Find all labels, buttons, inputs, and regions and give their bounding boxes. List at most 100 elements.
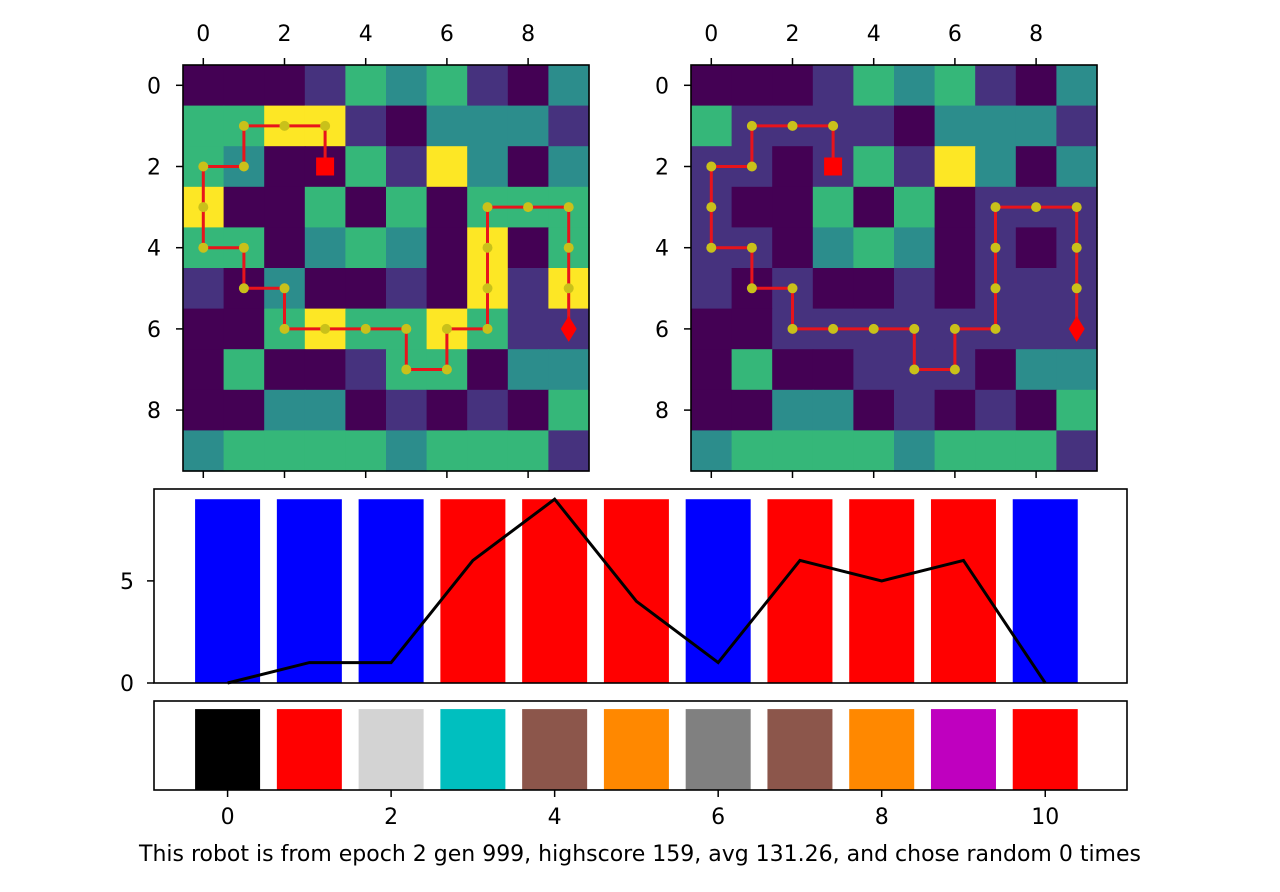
heatmap-cell <box>731 65 773 107</box>
bar <box>440 709 506 790</box>
heatmap-cell <box>223 186 265 228</box>
heatmap-cell <box>386 186 428 228</box>
y-tick-label: 8 <box>147 399 161 424</box>
heatmap-cell <box>1015 430 1057 472</box>
heatmap-cell <box>691 308 733 350</box>
heatmap-cell <box>548 389 590 431</box>
path-point <box>868 323 879 334</box>
path-point <box>746 120 757 131</box>
path-point <box>563 283 574 294</box>
heatmap-cell <box>507 389 549 431</box>
bar <box>358 499 424 683</box>
heatmap-cell <box>853 389 895 431</box>
x-tick-label: 8 <box>1029 22 1043 47</box>
heatmap-cell <box>853 227 895 269</box>
heatmap-cell <box>1015 349 1057 391</box>
heatmap-cell <box>467 349 509 391</box>
heatmap-cell <box>691 105 733 147</box>
end-marker <box>560 315 577 342</box>
path-point <box>320 120 331 131</box>
path-point <box>482 323 493 334</box>
heatmap-cell <box>812 389 854 431</box>
heatmap-cell <box>223 349 265 391</box>
x-tick-label: 2 <box>278 22 292 47</box>
bar <box>522 709 588 790</box>
bar <box>685 499 751 683</box>
path-point <box>1031 202 1042 213</box>
path-point <box>320 323 331 334</box>
heatmap-cell <box>731 430 773 472</box>
heatmap-cell <box>1056 349 1098 391</box>
heatmap-cell <box>304 349 346 391</box>
heatmap-cell <box>691 65 733 107</box>
x-tick-label: 0 <box>221 805 235 830</box>
heatmap-cell <box>731 389 773 431</box>
heatmap-cell <box>548 105 590 147</box>
heatmap-cell <box>853 349 895 391</box>
heatmap-cell <box>183 65 225 107</box>
heatmap-cell <box>264 227 306 269</box>
path-point <box>949 323 960 334</box>
heatmap-cell <box>934 186 976 228</box>
heatmap-cell <box>183 308 225 350</box>
y-tick-label: 0 <box>147 74 161 99</box>
heatmap-cell <box>345 146 387 188</box>
heatmap-cell <box>386 146 428 188</box>
path-point <box>1071 202 1082 213</box>
heatmap-cell <box>1015 389 1057 431</box>
heatmap-cell <box>507 349 549 391</box>
heatmap-cell <box>853 65 895 107</box>
heatmap-cell <box>426 430 468 472</box>
bar <box>358 709 424 790</box>
heatmap-cell <box>304 186 346 228</box>
heatmap-cell <box>1056 430 1098 472</box>
heatmap-cell <box>975 105 1017 147</box>
heatmap-cell <box>1015 146 1057 188</box>
bar <box>440 499 506 683</box>
path-point <box>787 323 798 334</box>
path-point <box>563 242 574 253</box>
heatmap-cell <box>894 227 936 269</box>
figure-caption: This robot is from epoch 2 gen 999, high… <box>139 842 1141 867</box>
heatmap-cell <box>975 389 1017 431</box>
y-tick-label: 4 <box>655 237 669 262</box>
path-point <box>238 161 249 172</box>
heatmap-cell <box>304 227 346 269</box>
heatmap-cell <box>304 430 346 472</box>
bar <box>685 709 751 790</box>
path-point <box>746 161 757 172</box>
path-point <box>949 364 960 375</box>
path-point <box>401 323 412 334</box>
heatmap-cell <box>426 105 468 147</box>
path-point <box>828 323 839 334</box>
heatmap-cell <box>467 146 509 188</box>
path-point <box>198 242 209 253</box>
heatmap-cell <box>894 65 936 107</box>
path-point <box>401 364 412 375</box>
path-point <box>909 323 920 334</box>
heatmap-cell <box>264 430 306 472</box>
bar <box>767 499 833 683</box>
heatmap-cell <box>934 105 976 147</box>
path-point <box>1071 242 1082 253</box>
heatmap-cell <box>264 349 306 391</box>
heatmap-cell <box>853 430 895 472</box>
heatmap-cell <box>1015 65 1057 107</box>
bar <box>195 709 261 790</box>
chart-frame <box>153 488 1128 684</box>
heatmap-cell <box>426 186 468 228</box>
path-point <box>238 283 249 294</box>
heatmap-cell <box>1056 105 1098 147</box>
heatmap-cell <box>345 65 387 107</box>
x-tick-label: 2 <box>384 805 398 830</box>
heatmap-cell <box>345 349 387 391</box>
heatmap-cell <box>853 186 895 228</box>
heatmap-cell <box>853 105 895 147</box>
x-tick-label: 4 <box>548 805 562 830</box>
heatmap-cell <box>975 65 1017 107</box>
x-tick-label: 2 <box>786 22 800 47</box>
x-tick-label: 10 <box>1031 805 1059 830</box>
heatmap-cell <box>691 268 733 310</box>
heatmap-cell <box>894 389 936 431</box>
path-point <box>828 120 839 131</box>
